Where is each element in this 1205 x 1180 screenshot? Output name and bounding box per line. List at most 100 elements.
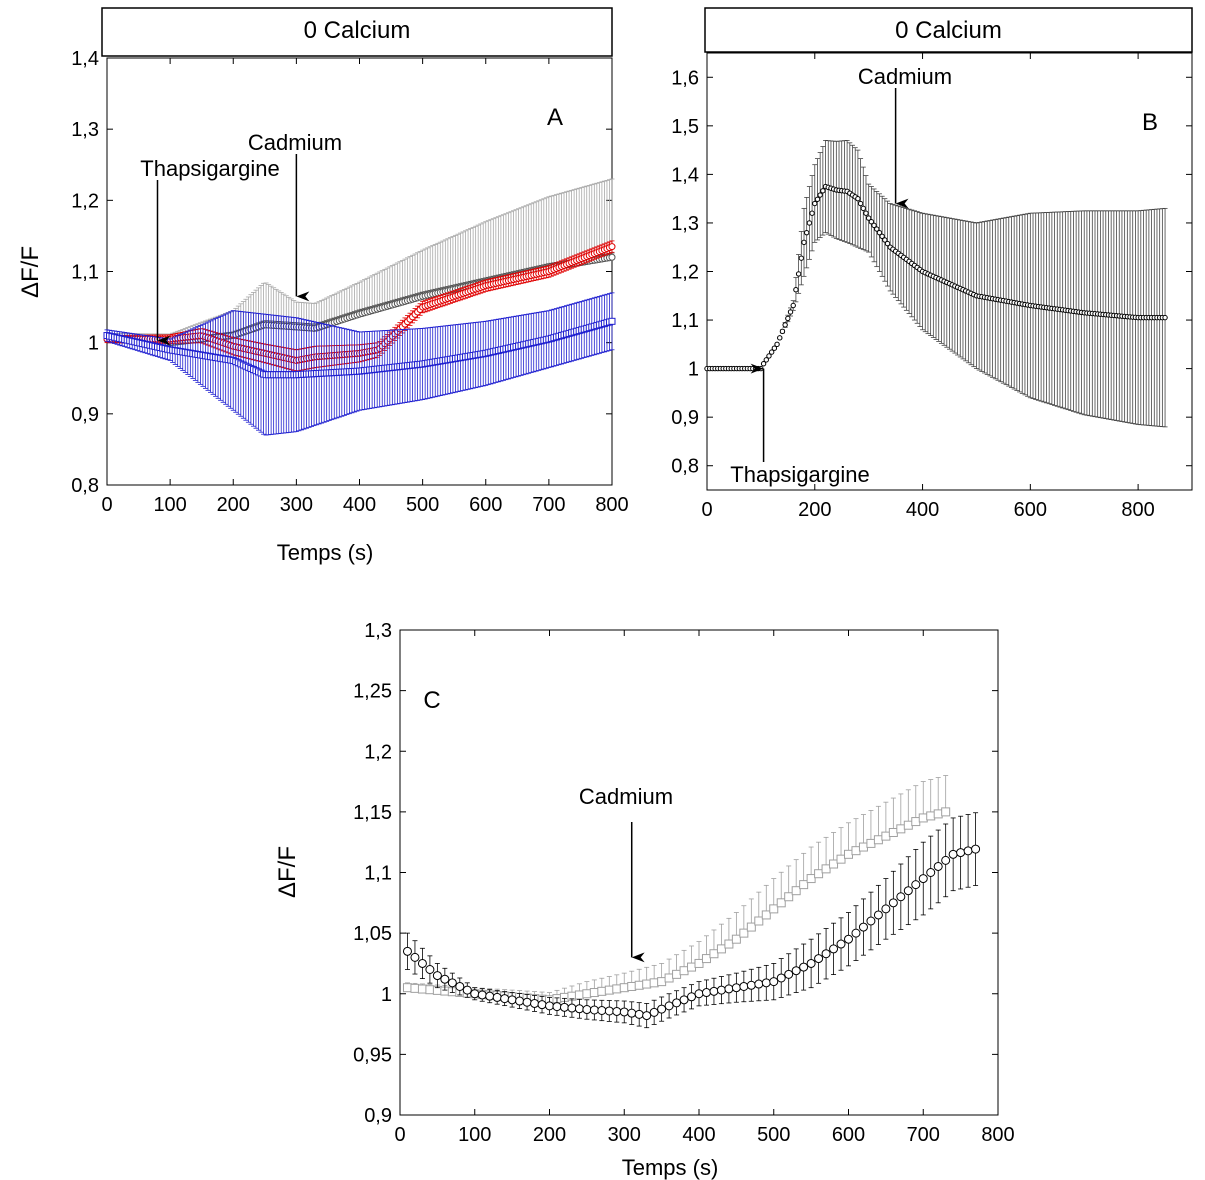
y-tick-label: 0,8 xyxy=(71,475,99,497)
data-point xyxy=(761,910,771,920)
data-point xyxy=(716,985,726,995)
x-tick-label: 300 xyxy=(280,494,313,516)
data-point xyxy=(809,210,815,216)
data-point xyxy=(477,990,487,1000)
data-point xyxy=(627,1008,637,1018)
data-point xyxy=(619,1007,629,1017)
data-point xyxy=(806,874,816,884)
data-point xyxy=(801,239,807,246)
data-point xyxy=(829,859,839,869)
data-point xyxy=(903,820,913,830)
y-tick-label: 1,5 xyxy=(671,116,699,138)
data-point xyxy=(724,984,734,994)
data-point xyxy=(582,989,592,999)
data-point xyxy=(417,984,427,994)
x-tick-label: 500 xyxy=(757,1124,790,1146)
data-point xyxy=(552,1002,562,1012)
y-tick-label: 1,25 xyxy=(353,681,392,703)
data-point xyxy=(858,842,868,852)
data-point xyxy=(763,357,769,363)
data-point xyxy=(769,904,779,914)
x-tick-label: 700 xyxy=(532,494,565,516)
y-tick-label: 0,9 xyxy=(71,404,99,426)
data-point xyxy=(597,1005,607,1015)
data-point xyxy=(679,995,689,1005)
data-point xyxy=(672,969,682,979)
chart-panel-a: 0 Calcium 0,8 0,9 1 1,1 1,2 1,3 1,4 0 100 200 300 40… xyxy=(17,7,629,565)
data-point xyxy=(402,946,412,956)
data-point xyxy=(567,1003,577,1013)
data-point xyxy=(799,880,809,890)
data-point xyxy=(963,846,973,856)
x-tick-label: 400 xyxy=(682,1124,715,1146)
annotation-label: Cadmium xyxy=(579,784,673,809)
data-point xyxy=(761,978,771,988)
data-point xyxy=(857,200,864,207)
data-point xyxy=(597,986,607,996)
y-tick-label: 1,4 xyxy=(671,164,699,186)
x-tick-label: 400 xyxy=(906,499,939,521)
data-point xyxy=(694,989,704,999)
data-point xyxy=(612,1006,622,1016)
x-tick-label: 200 xyxy=(533,1124,566,1146)
chart-panel-c: 0,9 0,95 1 1,05 1,1 1,15 1,2 1,25 1,3 0 100 200 300 4… xyxy=(274,620,1015,1180)
data-point xyxy=(447,978,457,988)
data-point xyxy=(876,229,883,236)
data-point xyxy=(874,226,880,232)
data-point xyxy=(731,983,741,993)
data-point xyxy=(608,253,616,261)
data-point xyxy=(868,219,875,225)
data-point xyxy=(903,886,913,896)
data-point xyxy=(776,973,786,983)
data-point xyxy=(798,255,805,261)
data-point xyxy=(782,322,788,328)
data-point xyxy=(836,939,846,949)
y-tick-label: 1,4 xyxy=(71,48,99,70)
data-point xyxy=(739,981,749,991)
x-tick-label: 600 xyxy=(1014,499,1047,521)
data-point xyxy=(933,809,943,819)
data-point xyxy=(716,944,726,954)
data-point xyxy=(814,954,824,964)
data-point xyxy=(851,846,861,856)
data-point xyxy=(866,838,876,848)
y-tick-label: 0,95 xyxy=(353,1044,392,1066)
data-point xyxy=(657,1004,667,1014)
data-point xyxy=(799,962,809,972)
data-point xyxy=(779,328,786,335)
data-point xyxy=(881,831,891,841)
y-tick-label: 1,05 xyxy=(353,923,392,945)
data-point xyxy=(515,996,525,1006)
data-point xyxy=(634,1009,644,1019)
data-point xyxy=(522,997,532,1007)
data-point xyxy=(871,222,877,229)
data-point xyxy=(851,928,861,938)
y-tick-label: 1,2 xyxy=(671,262,699,284)
x-tick-label: 0 xyxy=(101,494,112,516)
data-point xyxy=(432,971,442,981)
data-point xyxy=(787,309,794,315)
y-tick-label: 1,1 xyxy=(364,863,392,885)
data-point xyxy=(687,992,697,1002)
y-tick-label: 1,1 xyxy=(671,310,699,332)
data-point xyxy=(739,928,749,938)
data-point xyxy=(771,345,778,351)
x-tick-label: 600 xyxy=(832,1124,865,1146)
data-point xyxy=(694,958,704,968)
data-point xyxy=(608,317,616,325)
data-point xyxy=(926,868,936,877)
x-axis-title: Temps (s) xyxy=(622,1155,719,1180)
data-point xyxy=(882,237,888,243)
data-point xyxy=(806,958,816,968)
data-point xyxy=(649,1007,659,1017)
data-point xyxy=(836,854,846,864)
data-point xyxy=(530,998,540,1008)
data-point xyxy=(933,861,943,871)
data-point xyxy=(814,869,824,879)
data-point xyxy=(971,844,981,854)
data-point xyxy=(709,949,719,959)
data-point xyxy=(956,848,966,858)
data-point xyxy=(768,349,775,355)
data-point xyxy=(769,977,779,987)
